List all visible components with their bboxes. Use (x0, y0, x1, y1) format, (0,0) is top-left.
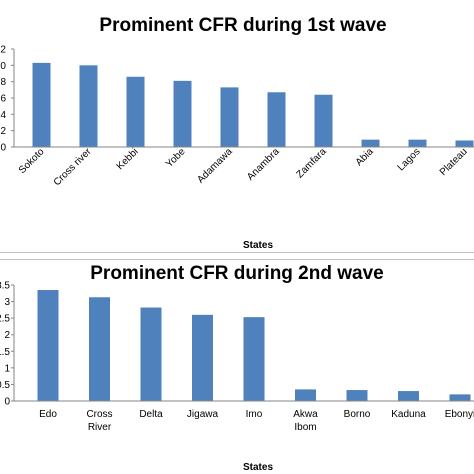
category-label-line: Jigawa (187, 409, 219, 420)
y-tick-label: 0 (4, 397, 10, 408)
x-axis-categories: Sokoto Cross river Kebbi Yobe Adamawa Anambra… (17, 146, 470, 188)
panel-divider (0, 252, 474, 260)
category-label: Edo (39, 409, 57, 420)
category-label: Zamfara (295, 146, 329, 180)
category-label-line: Ebonyi (445, 409, 474, 420)
y-tick-label: 2 (4, 330, 10, 341)
chart-panel-second-wave: Prominent CFR during 2nd wave 0 0.5 1 1.5 2 2… (0, 260, 474, 474)
bar-edo (37, 289, 59, 401)
bar-yobe (173, 80, 192, 147)
category-label-line: Borno (344, 409, 371, 420)
bar-kebbi (126, 76, 145, 147)
bar-delta (140, 307, 162, 401)
x-axis-title: States (243, 462, 273, 473)
category-label-line: Imo (246, 409, 263, 420)
y-tick-label: 6 (0, 94, 6, 105)
y-tick-label: 3.5 (0, 281, 10, 292)
category-label: Cross river (52, 146, 94, 188)
bar-ebonyi (449, 394, 471, 401)
category-label-line: Edo (39, 409, 57, 420)
bar-lagos (408, 139, 427, 147)
chart-second-wave: Prominent CFR during 2nd wave 0 0.5 1 1.5 2 2… (0, 263, 474, 473)
category-label: Sokoto (17, 146, 47, 176)
x-axis-categories: Edo Cross River Delta Jigawa Imo Akwa Ibom Borno… (39, 409, 474, 433)
category-label: Cross River (86, 409, 112, 433)
category-label: Delta (139, 409, 163, 420)
y-tick-label: 1 (4, 363, 10, 374)
bar-zamfara (314, 94, 333, 147)
category-label-line: Cross (86, 409, 112, 420)
category-label: Anambra (245, 146, 282, 183)
y-tick-label: 0.5 (0, 380, 10, 391)
bar-adamawa (220, 87, 239, 147)
chart-first-wave: Prominent CFR during 1st wave 024681012 … (0, 15, 474, 251)
category-label-line: Ibom (294, 422, 316, 433)
category-label: Abia (354, 146, 376, 168)
chart-title: Prominent CFR during 2nd wave (90, 263, 383, 284)
category-label: Lagos (396, 146, 423, 173)
bars (37, 289, 471, 401)
y-axis-ticks: 0 0.5 1 1.5 2 2.5 3 3.5 (0, 281, 14, 408)
category-label: Jigawa (187, 409, 219, 420)
bar-cross-river (89, 297, 110, 401)
y-tick-label: 2.5 (0, 314, 10, 325)
bar-abia (361, 139, 380, 147)
category-label: Akwa Ibom (293, 409, 318, 433)
y-axis-ticks: 0 2 4 6 8 10 12 (0, 45, 14, 154)
category-label: Yobe (164, 146, 188, 170)
y-tick-label: 4 (0, 110, 6, 121)
category-label: Adamawa (195, 146, 235, 186)
bar-cross-river (79, 65, 98, 147)
y-tick-label: 10 (0, 61, 6, 72)
y-tick-label: 1.5 (0, 347, 10, 358)
y-tick-label: 3 (4, 297, 10, 308)
bar-akwa-ibom (295, 389, 316, 401)
category-label-line: Kaduna (391, 409, 426, 420)
category-label: Kebbi (115, 146, 141, 172)
bars (32, 62, 474, 148)
category-label-line: Akwa (293, 409, 318, 420)
bar-sokoto (32, 62, 51, 148)
category-label: Borno (344, 409, 371, 420)
category-label: Ebonyi (445, 409, 474, 420)
bar-kaduna (398, 391, 419, 401)
category-label: Kaduna (391, 409, 426, 420)
bar-imo (243, 317, 265, 401)
bar-jigawa (192, 314, 213, 401)
chart-panel-first-wave: Prominent CFR during 1st wave 024681012 … (0, 15, 474, 251)
y-tick-label: 12 (0, 45, 6, 56)
category-label-line: River (88, 422, 112, 433)
y-tick-label: 0 (0, 143, 6, 154)
category-label: Imo (246, 409, 263, 420)
bar-anambra (267, 92, 286, 147)
bar-plateau (455, 140, 474, 147)
chart-title: Prominent CFR during 1st wave (99, 15, 386, 36)
x-axis-title: States (243, 240, 273, 251)
y-tick-label: 8 (0, 77, 6, 88)
y-tick-label: 2 (0, 126, 6, 137)
category-label-line: Delta (139, 409, 163, 420)
bar-borno (346, 390, 368, 401)
category-label: Plateau (438, 146, 470, 178)
